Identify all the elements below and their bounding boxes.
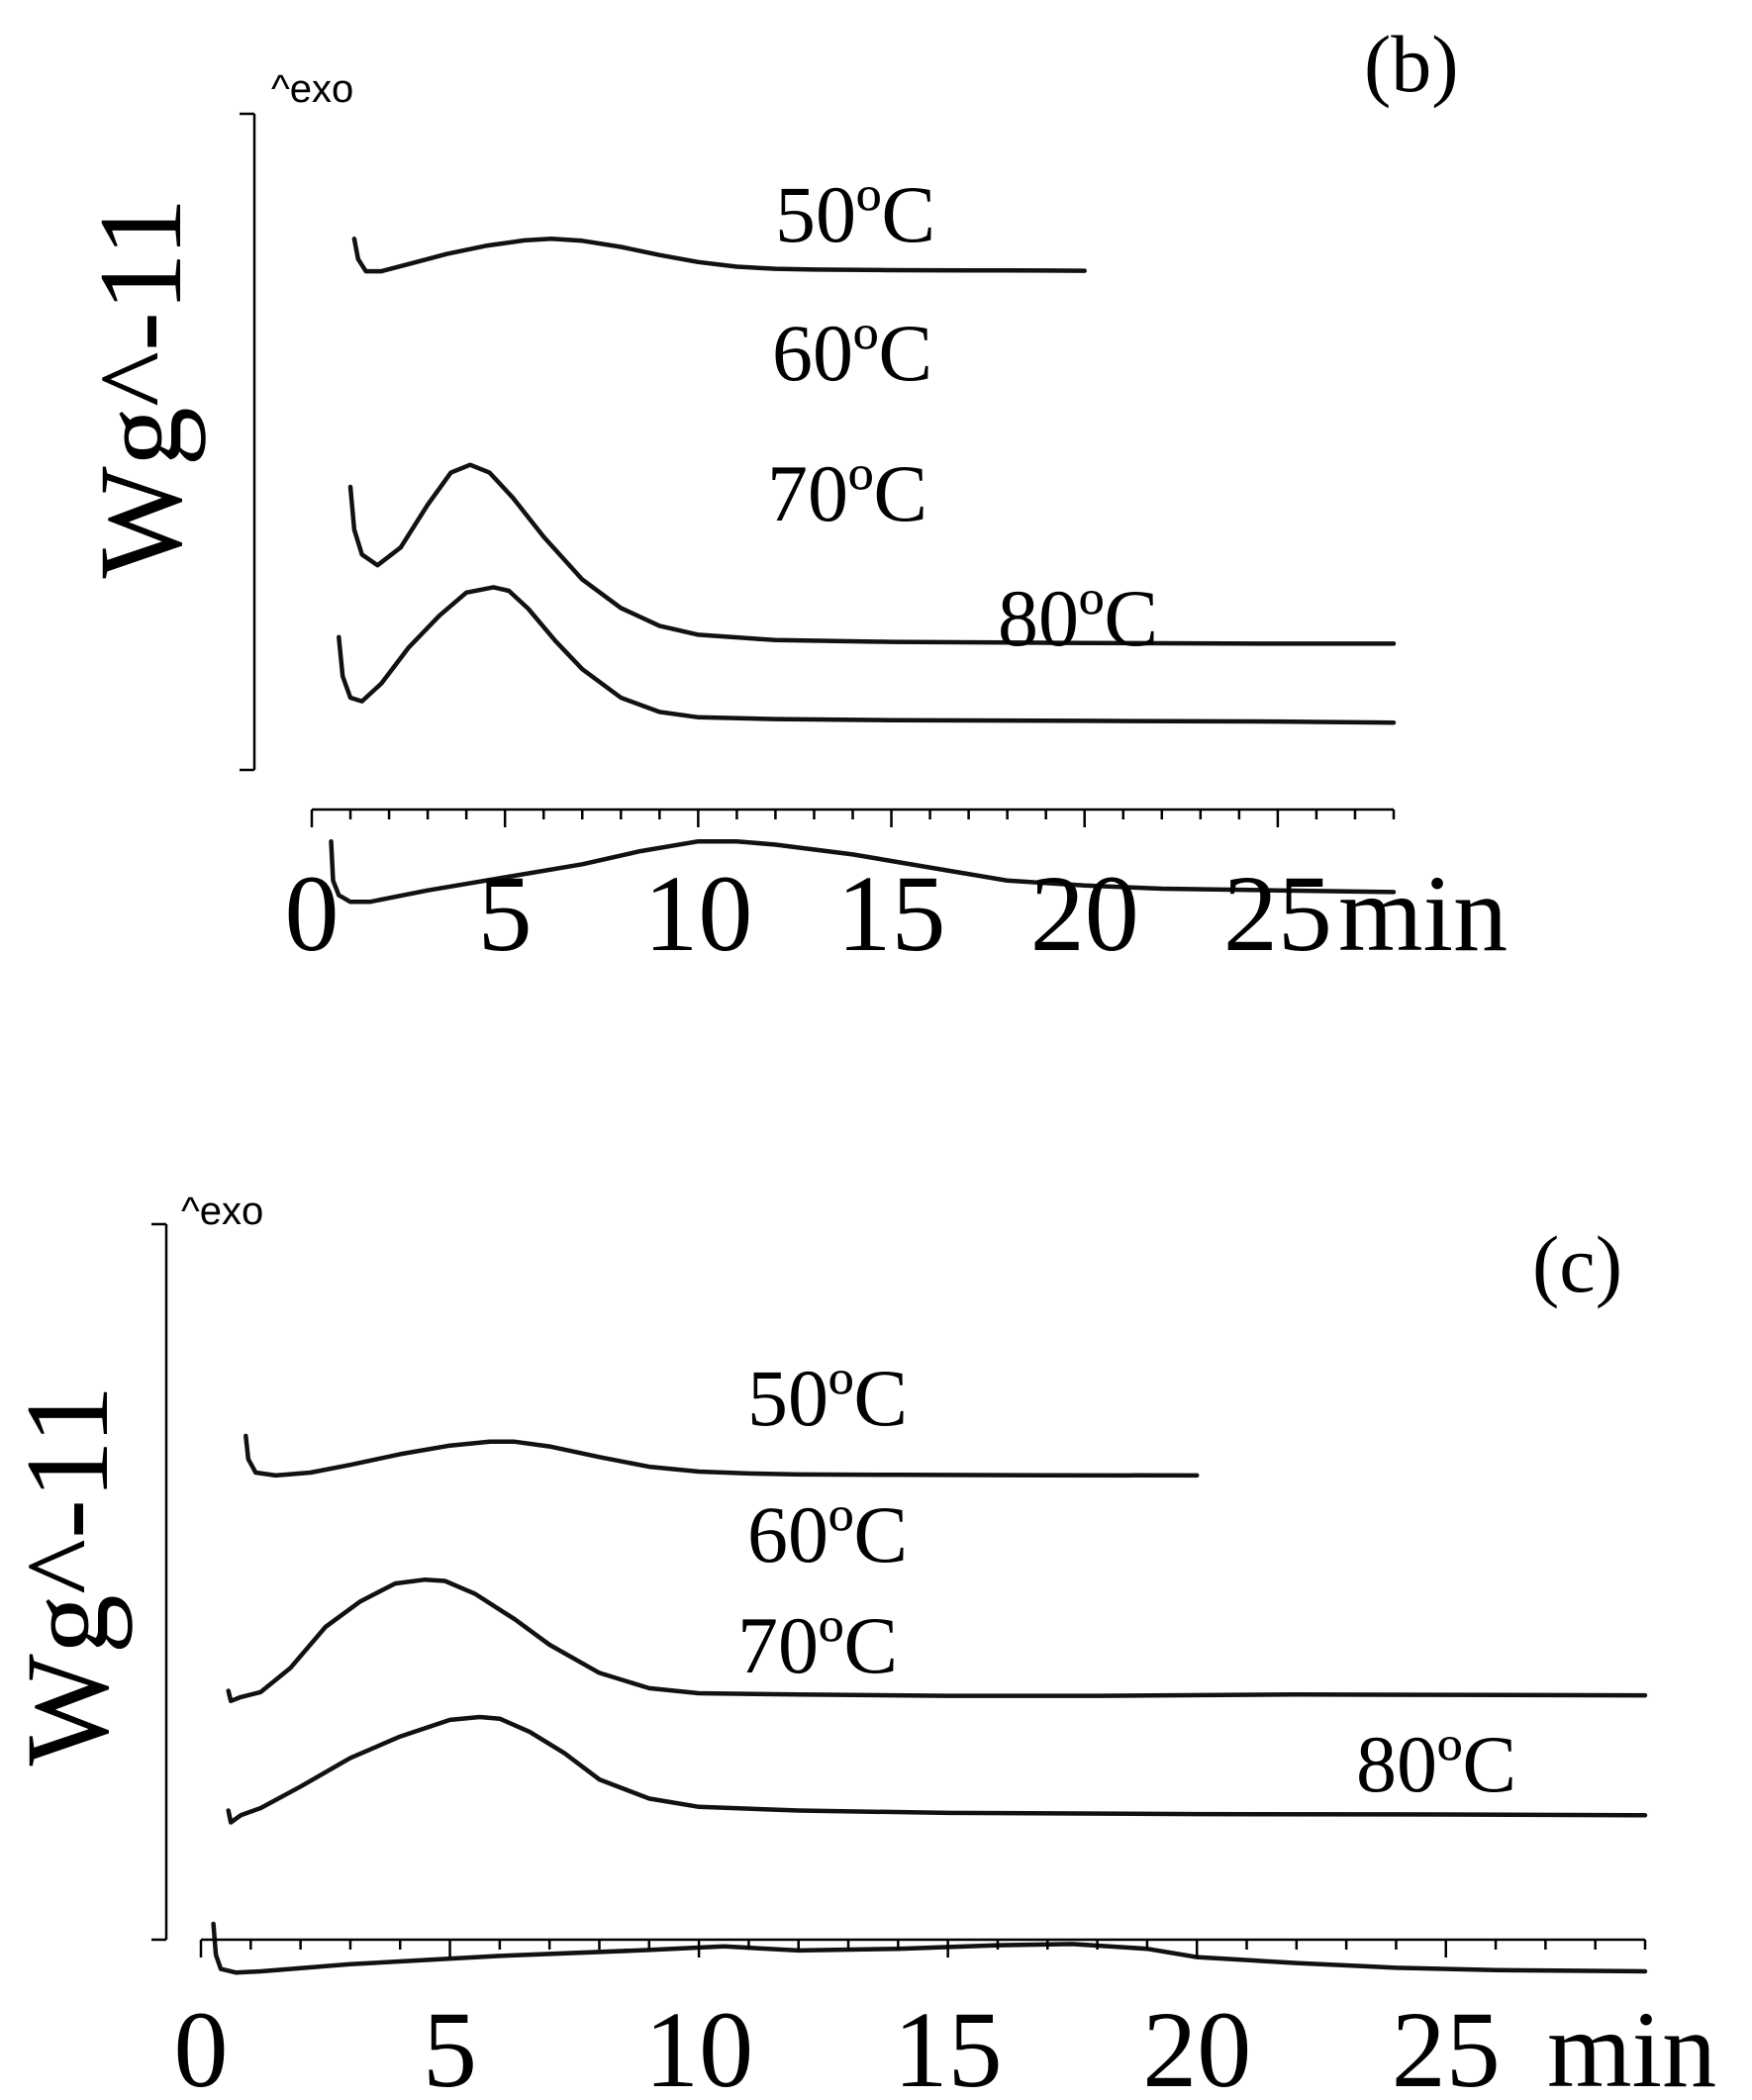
y-axis-label: Wg^-11 (1, 1384, 133, 1766)
x-tick-label: 20 (1142, 1989, 1251, 2100)
x-tick-label: 25 (1223, 853, 1332, 974)
x-tick-label: 20 (1030, 853, 1139, 974)
series-label-70: 70ºC (737, 1600, 898, 1690)
series-group (211, 1433, 1648, 1975)
x-tick-label: 0 (285, 853, 340, 974)
x-tick-label: 0 (174, 1989, 229, 2100)
series-line-50ºC (243, 1433, 1200, 1479)
series-line-70ºC (337, 585, 1397, 725)
y-axis-label: Wg^-11 (74, 197, 206, 578)
series-line-70ºC (226, 1714, 1648, 1825)
series-line-60ºC (347, 462, 1397, 646)
series-label-70: 70ºC (767, 448, 927, 538)
series-label-80: 80ºC (1356, 1719, 1516, 1809)
series-line-50ºC (351, 237, 1087, 274)
exo-label: ^exo (181, 1190, 263, 1233)
series-label-60: 60ºC (747, 1489, 908, 1579)
series-line-80ºC (211, 1921, 1648, 1975)
x-tick-labels: 0 5 10 15 20 25 (285, 853, 1332, 974)
panel-c: ^exo (c) Wg^-11 min 0 5 10 15 20 25 50ºC 60ºC… (1, 1190, 1716, 2100)
x-tick-label: 15 (894, 1989, 1003, 2100)
x-tick-label: 10 (643, 853, 752, 974)
x-tick-label: 25 (1392, 1989, 1501, 2100)
x-tick-label: 5 (478, 853, 533, 974)
series-label-50: 50ºC (747, 1353, 908, 1443)
series-label-60: 60ºC (772, 308, 932, 398)
panel-b: ^exo (b) Wg^-11 min 0 5 10 15 20 25 50ºC 60ºC… (74, 19, 1508, 974)
panel-label: (b) (1364, 19, 1459, 109)
x-tick-labels: 0 5 10 15 20 25 (174, 1989, 1501, 2100)
panel-label: (c) (1532, 1219, 1622, 1309)
series-line-60ºC (226, 1576, 1648, 1704)
x-tick-label: 10 (644, 1989, 753, 2100)
x-tick-label: 15 (837, 853, 946, 974)
exo-label: ^exo (271, 67, 353, 111)
x-axis-unit: min (1547, 1989, 1716, 2100)
x-axis-unit: min (1338, 853, 1508, 974)
x-ticks (310, 810, 1396, 827)
series-group (329, 237, 1397, 905)
series-label-80: 80ºC (998, 573, 1158, 663)
series-line-80ºC (329, 838, 1397, 905)
x-tick-label: 5 (423, 1989, 477, 2100)
x-ticks (199, 1940, 1647, 1957)
series-label-50: 50ºC (775, 169, 935, 259)
